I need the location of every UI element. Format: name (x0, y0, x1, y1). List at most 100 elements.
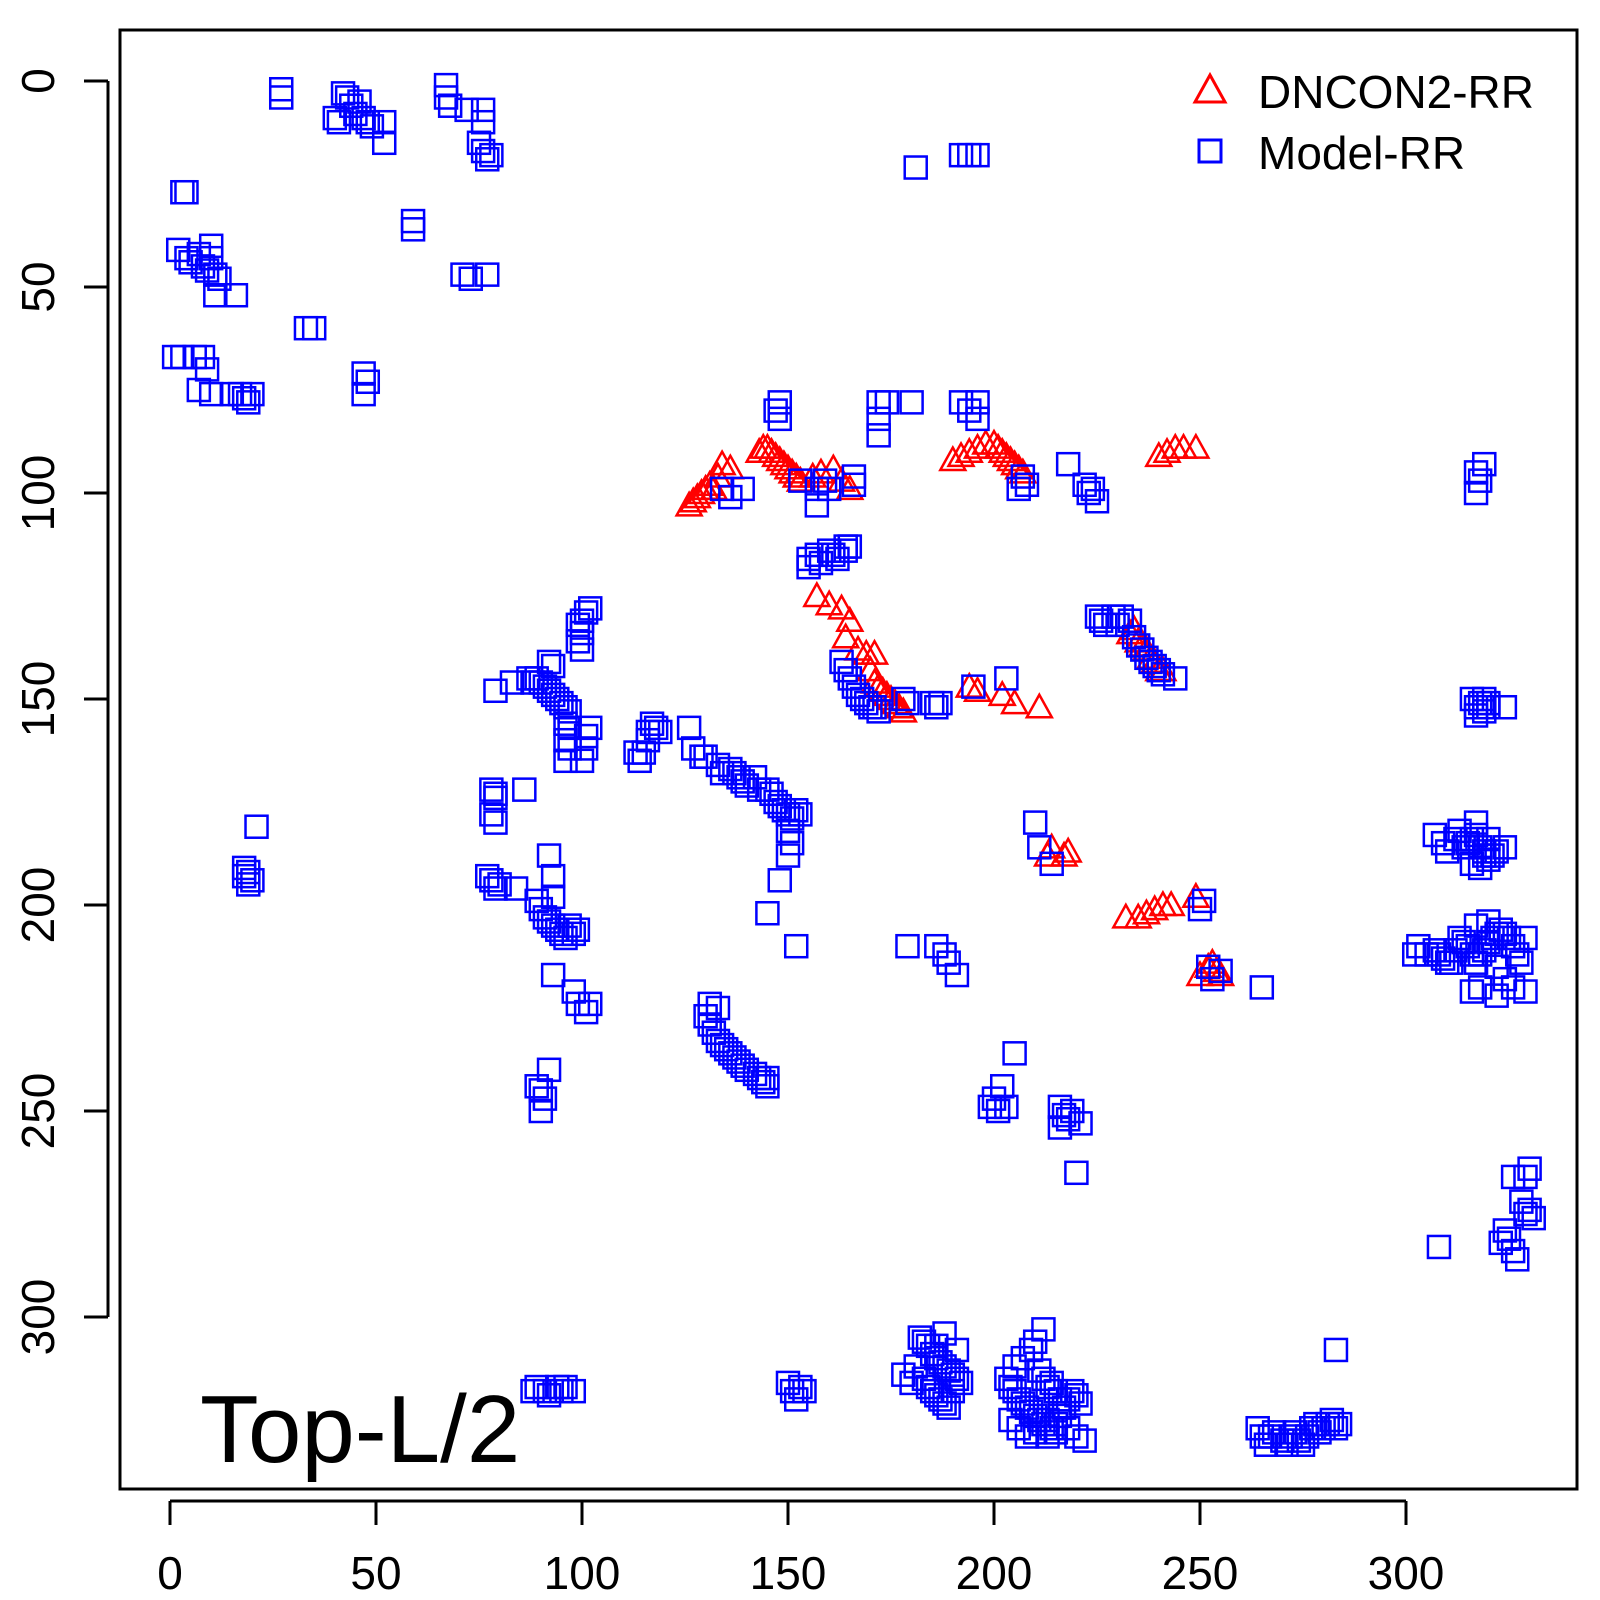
model-rr-point (536, 1057, 562, 1083)
model-rr-point (1278, 1424, 1303, 1449)
model-rr-point (203, 262, 228, 287)
model-rr-point (742, 1061, 768, 1087)
model-rr-point (520, 1378, 545, 1404)
model-rr-point (1439, 950, 1464, 975)
model-rr-point (557, 913, 582, 938)
model-rr-point (891, 686, 916, 712)
dncon2-rr-point (695, 469, 725, 497)
model-rr-point (499, 670, 525, 695)
model-rr-point (565, 991, 591, 1017)
model-rr-point (1455, 933, 1481, 959)
model-rr-point (203, 282, 228, 308)
model-rr-point (1002, 1378, 1027, 1404)
model-rr-point (1492, 1218, 1518, 1243)
model-rr-point (1463, 913, 1489, 938)
model-rr-point (1496, 925, 1522, 951)
model-rr-point (1463, 950, 1489, 975)
model-rr-point (549, 690, 574, 716)
model-rr-point (924, 694, 949, 720)
model-rr-point (1311, 1415, 1336, 1441)
model-rr-point (1414, 942, 1439, 967)
model-rr-point (1035, 1374, 1060, 1400)
model-rr-point (450, 262, 475, 287)
model-rr-point (940, 1378, 966, 1404)
model-rr-point (528, 1078, 554, 1103)
model-rr-point (532, 905, 558, 930)
model-rr-point (977, 1094, 1003, 1120)
model-rr-point (479, 868, 504, 893)
model-rr-point (1117, 608, 1143, 633)
y-tick-label: 0 (12, 68, 64, 94)
model-rr-point (932, 1354, 957, 1379)
model-rr-point (718, 484, 743, 510)
model-rr-point (829, 649, 854, 675)
model-rr-point (540, 682, 566, 708)
model-rr-point (705, 1028, 731, 1054)
dncon2-rr-point (987, 679, 1017, 707)
model-rr-point (1002, 1354, 1027, 1379)
model-rr-point (845, 682, 871, 708)
model-rr-point (536, 1383, 562, 1408)
model-rr-point (553, 748, 578, 774)
model-rr-point (1463, 822, 1489, 848)
x-tick-label: 150 (750, 1547, 827, 1599)
model-rr-point (1422, 938, 1448, 963)
model-rr-point (730, 1053, 755, 1078)
model-rr-point (573, 600, 599, 625)
model-rr-point (1472, 699, 1497, 724)
model-rr-point (709, 476, 735, 502)
model-rr-point (837, 534, 863, 559)
model-rr-point (1426, 1234, 1452, 1260)
model-rr-point (474, 863, 500, 889)
dncon2-rr-point (1140, 894, 1170, 921)
model-rr-point (1274, 1432, 1299, 1457)
y-axis: 0 50 100 150 200 250 300 (12, 68, 110, 1355)
model-rr-point (1064, 1383, 1089, 1408)
model-rr-point (1500, 1238, 1526, 1264)
model-rr-point (767, 793, 793, 819)
model-rr-point (767, 406, 793, 432)
model-rr-point (783, 797, 809, 823)
model-rr-point (1014, 1395, 1040, 1420)
dncon2-rr-point (707, 449, 737, 476)
series-model-rr (161, 72, 1546, 1457)
model-rr-point (236, 390, 261, 415)
model-rr-point (565, 629, 591, 654)
model-rr-point (965, 390, 990, 415)
model-rr-point (779, 806, 805, 831)
model-rr-point (198, 245, 224, 271)
model-rr-point (1492, 921, 1518, 947)
model-rr-point (804, 542, 830, 568)
model-rr-point (1002, 1041, 1027, 1066)
model-rr-point (561, 1378, 587, 1404)
model-rr-point (1500, 1164, 1526, 1190)
dncon2-rr-point (1181, 432, 1211, 459)
model-rr-point (577, 596, 603, 621)
model-rr-point (1509, 1189, 1534, 1214)
model-rr-point (569, 620, 595, 646)
model-rr-point (924, 1383, 949, 1408)
model-rr-point (1286, 1428, 1312, 1453)
model-rr-point (351, 361, 376, 386)
model-rr-point (1080, 476, 1106, 502)
model-rr-point (779, 830, 805, 856)
model-rr-point (730, 769, 755, 794)
model-rr-point (1035, 1407, 1060, 1433)
model-rr-point (1323, 1415, 1349, 1441)
model-rr-point (198, 381, 224, 407)
model-rr-point (553, 925, 578, 951)
model-rr-point (635, 719, 661, 745)
model-rr-point (1472, 686, 1497, 712)
model-rr-point (1270, 1428, 1295, 1453)
model-rr-point (911, 1366, 937, 1392)
model-rr-point (903, 1354, 928, 1379)
model-rr-point (693, 744, 718, 769)
model-rr-point (680, 736, 706, 761)
model-rr-point (223, 282, 249, 308)
model-rr-point (919, 1341, 945, 1367)
model-rr-point (1018, 1399, 1044, 1425)
model-rr-point (924, 933, 949, 959)
model-rr-point (1031, 1317, 1056, 1342)
model-rr-point (1047, 1387, 1073, 1412)
model-rr-point (1010, 1345, 1036, 1371)
